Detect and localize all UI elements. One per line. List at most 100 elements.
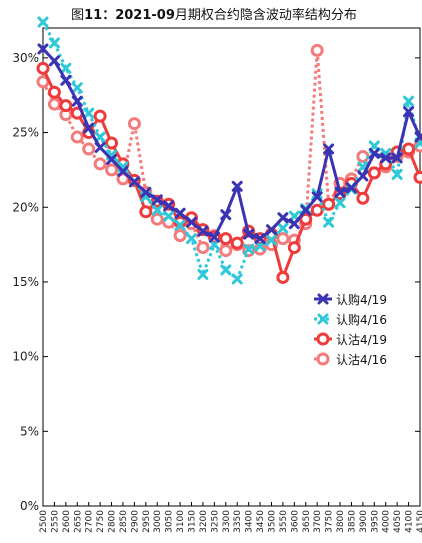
- marker-stroke: [174, 219, 186, 231]
- marker-stroke: [403, 106, 415, 118]
- marker-stroke: [243, 243, 255, 255]
- marker-stroke: [208, 231, 220, 243]
- marker-stroke: [254, 240, 266, 252]
- series-point: [219, 232, 233, 246]
- legend: 认购4/19 认购4/16 认沽4/19 认沽4/16: [314, 292, 387, 367]
- y-tick-label: 25%: [12, 126, 39, 140]
- x-tick-label: 2600: [62, 510, 72, 533]
- series-point: [403, 106, 415, 118]
- y-axis: 0% 5% 10% 15% 20% 25% 30%: [12, 51, 420, 513]
- series-point: [71, 82, 83, 94]
- series-point: [150, 212, 164, 226]
- series-point: [60, 74, 72, 86]
- series-point: [174, 207, 186, 219]
- series-point: [243, 228, 255, 240]
- series-point: [37, 43, 49, 55]
- x-tick-label: 2750: [96, 510, 106, 533]
- x-tick-label: 2500: [39, 510, 49, 533]
- legend-marker: [317, 313, 329, 325]
- marker-stroke: [197, 225, 209, 237]
- marker-stroke: [197, 268, 209, 280]
- marker-stroke: [317, 313, 329, 325]
- series-point: [47, 85, 61, 99]
- series-point: [323, 143, 335, 155]
- legend-label: 认购4/19: [336, 292, 387, 307]
- x-tick-label: 2900: [130, 510, 140, 533]
- series-point: [231, 180, 243, 192]
- marker-stroke: [151, 194, 163, 206]
- marker-stroke: [94, 142, 106, 153]
- series-point: [48, 37, 60, 49]
- series-point: [243, 243, 255, 255]
- series-point: [48, 55, 60, 67]
- series-point: [345, 182, 357, 194]
- x-tick-label: 3650: [302, 510, 312, 533]
- legend-label: 认沽4/19: [336, 333, 387, 347]
- marker-stroke: [151, 204, 163, 216]
- series-point: [334, 197, 346, 209]
- series-point: [116, 172, 130, 186]
- marker-stroke: [231, 180, 243, 192]
- marker-stroke: [254, 233, 266, 245]
- series-point: [402, 142, 416, 156]
- marker-stroke: [380, 152, 392, 164]
- y-tick-label: 30%: [12, 51, 39, 65]
- series-point: [334, 186, 346, 198]
- marker-stroke: [277, 212, 289, 224]
- series-point: [174, 219, 186, 231]
- series-point: [117, 165, 129, 177]
- series-point: [367, 166, 381, 180]
- series-point: [220, 209, 232, 221]
- marker-stroke: [414, 132, 422, 143]
- marker-stroke: [37, 43, 49, 55]
- series-point: [163, 210, 175, 222]
- x-tick-label: 3100: [176, 510, 186, 533]
- marker-stroke: [231, 273, 243, 285]
- x-tick-label: 3900: [359, 510, 369, 533]
- x-tick-label: 2950: [142, 510, 152, 533]
- legend-item: 认购4/16: [314, 312, 387, 327]
- series-point: [287, 241, 301, 255]
- legend-label: 认购4/16: [336, 312, 387, 327]
- marker-stroke: [106, 153, 118, 165]
- series-point: [197, 268, 209, 280]
- marker-stroke: [368, 147, 380, 159]
- series-point: [186, 216, 198, 228]
- series-point: [196, 241, 210, 255]
- series-point: [230, 236, 244, 250]
- chart-title: 图11：2021-09月期权合约隐含波动率结构分布: [71, 7, 357, 23]
- series-point: [94, 131, 106, 143]
- series-point: [380, 152, 392, 164]
- series-layer: [36, 16, 422, 285]
- x-tick-label: 3700: [313, 510, 323, 533]
- series-point: [105, 136, 119, 150]
- marker-stroke: [117, 165, 129, 177]
- marker-stroke: [345, 182, 357, 194]
- y-tick-label: 15%: [12, 275, 39, 289]
- marker-stroke: [220, 264, 232, 276]
- x-tick-label: 2550: [50, 510, 60, 533]
- series-point: [323, 216, 335, 228]
- marker-stroke: [357, 161, 369, 173]
- marker-stroke: [186, 216, 198, 228]
- series-point: [254, 233, 266, 245]
- marker-stroke: [60, 74, 72, 86]
- series-point: [151, 204, 163, 216]
- series-point: [173, 229, 187, 243]
- series-point: [71, 95, 83, 107]
- series-point: [127, 117, 141, 131]
- series-point: [105, 163, 119, 177]
- x-tick-label: 4050: [393, 510, 403, 533]
- series-point: [299, 212, 313, 226]
- marker-stroke: [94, 131, 106, 143]
- marker-stroke: [83, 107, 95, 119]
- marker-stroke: [48, 55, 60, 67]
- series-point: [310, 43, 324, 57]
- marker-stroke: [174, 207, 186, 219]
- marker-stroke: [288, 210, 300, 222]
- x-tick-label: 3850: [347, 510, 357, 533]
- series-point: [276, 270, 290, 284]
- x-tick-label: 2650: [73, 510, 83, 533]
- marker-stroke: [368, 140, 380, 152]
